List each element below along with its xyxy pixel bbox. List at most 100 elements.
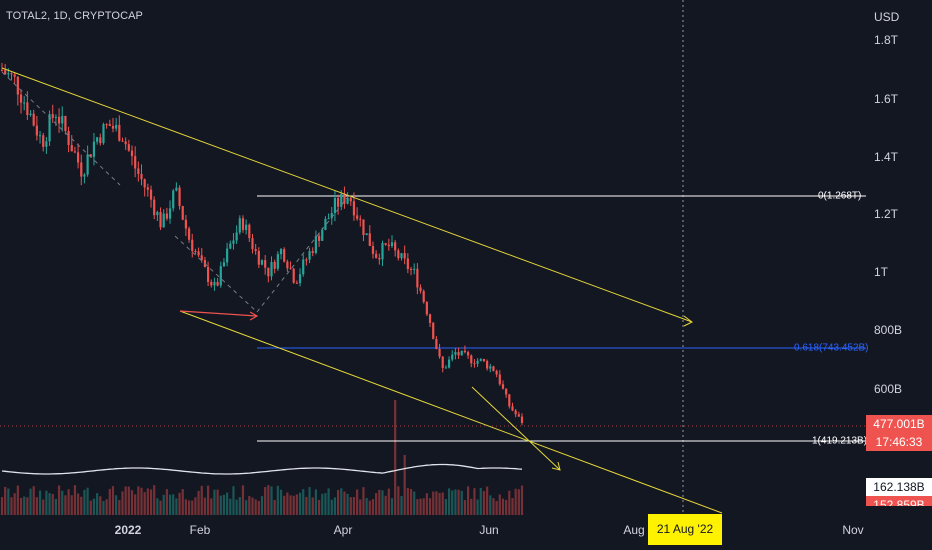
volume-bar (454, 489, 457, 515)
volume-bar (470, 498, 473, 515)
candle-body (387, 244, 390, 247)
volume-bar (149, 489, 153, 515)
candle-body (362, 219, 365, 236)
candle-body (99, 137, 102, 144)
candle-body (4, 70, 7, 75)
volume-bar (187, 500, 191, 515)
volume-bar (466, 486, 470, 515)
candle-body (276, 254, 279, 269)
volume-bar (181, 489, 184, 515)
volume-bar (330, 499, 333, 515)
volume-bar (381, 490, 384, 515)
volume-bar (92, 498, 96, 515)
candle-body (35, 125, 38, 136)
candle-body (438, 348, 441, 357)
candle-body (10, 73, 13, 75)
volume-bar (54, 498, 58, 515)
candle-body (254, 249, 257, 251)
y-tick-label: 1.4T (874, 150, 899, 164)
candle-body (460, 350, 463, 356)
candle-body (172, 190, 175, 209)
volume-bar (210, 498, 213, 515)
candle-body (463, 350, 467, 353)
volume-bar (406, 487, 409, 515)
candle-body (314, 236, 318, 253)
volume-bar (162, 494, 165, 515)
candle-body (168, 208, 172, 219)
candle-body (175, 187, 178, 191)
candle-body (260, 260, 264, 265)
candle-body (146, 187, 149, 190)
drawings (1, 67, 723, 514)
volume-bar (375, 493, 378, 515)
volume-bar (394, 400, 397, 515)
volume-bar (0, 497, 4, 515)
volume-bar (273, 499, 276, 515)
volume-bar (10, 497, 13, 515)
candle-body (330, 213, 333, 219)
volume-bar (134, 494, 137, 515)
candle-body (238, 218, 241, 233)
candle-body (23, 102, 26, 104)
volume-bar (16, 485, 19, 515)
volume-bar (165, 489, 168, 515)
candle-body (102, 124, 105, 144)
upper-trendline (1, 67, 693, 323)
volume-bar (356, 489, 359, 515)
volume-bars (0, 400, 524, 515)
volume-bar (444, 499, 448, 515)
dashed-projection-1 (1, 71, 121, 186)
volume-bar (451, 490, 454, 515)
candle-body (96, 137, 99, 142)
volume-bar (99, 496, 102, 515)
candle-body (67, 130, 70, 146)
candle-body (327, 218, 330, 220)
candle-body (454, 352, 457, 355)
volume-bar (229, 498, 232, 515)
volume-bar (498, 494, 501, 515)
volume-bar (257, 500, 260, 515)
volume-bar (317, 499, 321, 515)
candle-body (51, 114, 54, 118)
volume-bar (248, 496, 251, 515)
volume-bar (397, 486, 400, 515)
candle-body (349, 197, 352, 202)
volume-bar (333, 497, 337, 515)
volume-bar (441, 492, 444, 515)
bottom-arrow-icon (249, 311, 259, 321)
candle-body (7, 73, 10, 75)
volume-bar (29, 488, 32, 515)
volume-bar (70, 495, 73, 515)
candle-body (365, 233, 368, 236)
volume-bar (200, 485, 203, 515)
volume-bar (501, 498, 505, 515)
volume-bar (460, 490, 463, 515)
volume-bar (432, 491, 435, 515)
volume-bar (343, 491, 346, 515)
volume-bar (324, 493, 327, 515)
candlesticks (0, 63, 524, 426)
candle-body (435, 338, 438, 349)
candle-body (118, 124, 121, 141)
volume-bar (108, 488, 111, 515)
candle-body (425, 302, 428, 315)
candle-body (32, 113, 35, 126)
symbol-info[interactable]: TOTAL2, 1D, CRYPTOCAP (6, 10, 143, 22)
candle-body (264, 260, 267, 268)
candle-body (13, 74, 16, 77)
crosshair-date-badge: 21 Aug '22 (648, 514, 722, 545)
fib-label-0618: 0.618(743.452B) (794, 342, 869, 354)
candle-body (61, 115, 64, 124)
volume-bar (168, 494, 172, 515)
candle-body (191, 239, 194, 251)
volume-bar (127, 486, 130, 515)
volume-bar (425, 493, 428, 515)
candle-body (413, 268, 416, 270)
dashed-projection-2 (174, 235, 258, 313)
candle-body (340, 193, 343, 207)
volume-bar (124, 486, 127, 515)
candle-body (428, 314, 432, 323)
candle-body (229, 243, 232, 249)
volume-bar (352, 497, 356, 515)
